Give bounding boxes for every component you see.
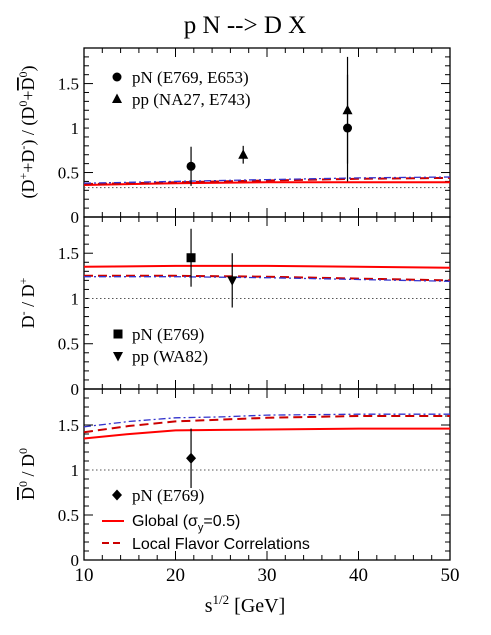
- legend-label: pN (E769, E653): [132, 68, 249, 87]
- chart-title: p N --> D X: [184, 12, 306, 39]
- x-tick-label: 40: [349, 565, 368, 586]
- curve-red-solid: [83, 264, 451, 269]
- legend-marker-triangle-up: [112, 93, 122, 103]
- x-tick-label: 50: [441, 565, 460, 586]
- x-tick-label: 30: [258, 565, 277, 586]
- y-tick-label: 0.5: [58, 164, 79, 183]
- y-tick-label: 1: [71, 289, 80, 308]
- legend-marker-circle: [112, 72, 122, 82]
- curve-blue-dashdot: [84, 276, 451, 282]
- y-tick-label: 1: [71, 119, 80, 138]
- y-tick-label: 1.5: [58, 244, 79, 263]
- curve-red-solid: [83, 427, 450, 440]
- curve-red-dashed: [83, 415, 450, 434]
- y-axis-label-panel-1: (D++D-) / (D0+D0): [16, 65, 39, 198]
- x-axis-label: s1/2 [GeV]: [205, 592, 286, 617]
- legend-label: pp (WA82): [132, 347, 208, 366]
- legend-label: pp (NA27, E743): [132, 90, 251, 109]
- legend-label: Local Flavor Correlations: [132, 536, 310, 553]
- y-tick-label: 1: [71, 461, 80, 480]
- legend-marker-square: [113, 329, 123, 339]
- curve-red-dashed: [84, 274, 451, 282]
- data-point-triangle-up: [342, 104, 353, 115]
- panel-2: [83, 216, 451, 390]
- y-tick-label: 0: [71, 551, 80, 570]
- curve-blue-dashdot: [83, 176, 451, 184]
- panel-3: [83, 388, 451, 561]
- y-tick-label: 0.5: [58, 506, 79, 525]
- y-tick-label: 0: [71, 380, 80, 399]
- curve-red-solid: [83, 181, 450, 186]
- curve-red-dashed: [83, 176, 451, 186]
- legend-marker-triangle-down: [113, 352, 123, 362]
- y-tick-label: 1.5: [58, 75, 79, 94]
- data-point-diamond: [186, 452, 197, 464]
- x-tick-label: 20: [166, 565, 185, 586]
- y-axis-label-panel-3: D0 / D0: [16, 448, 38, 500]
- data-point-triangle-up: [238, 149, 249, 159]
- data-point-triangle-down: [227, 276, 238, 286]
- data-point-square: [186, 253, 196, 263]
- legend-label: pN (E769): [132, 486, 204, 505]
- legend-label: Global (σy=0.5): [132, 513, 240, 534]
- legend-label: pN (E769): [132, 325, 204, 344]
- data-point-circle: [186, 161, 196, 171]
- y-tick-label: 1.5: [58, 416, 79, 435]
- x-tick-label: 10: [75, 565, 94, 586]
- legend-marker-diamond: [112, 489, 122, 501]
- y-axis-label-panel-2: D- / D+: [16, 277, 38, 328]
- y-tick-label: 0: [71, 208, 80, 227]
- y-tick-label: 0.5: [58, 335, 79, 354]
- curve-blue-dashdot: [83, 413, 450, 428]
